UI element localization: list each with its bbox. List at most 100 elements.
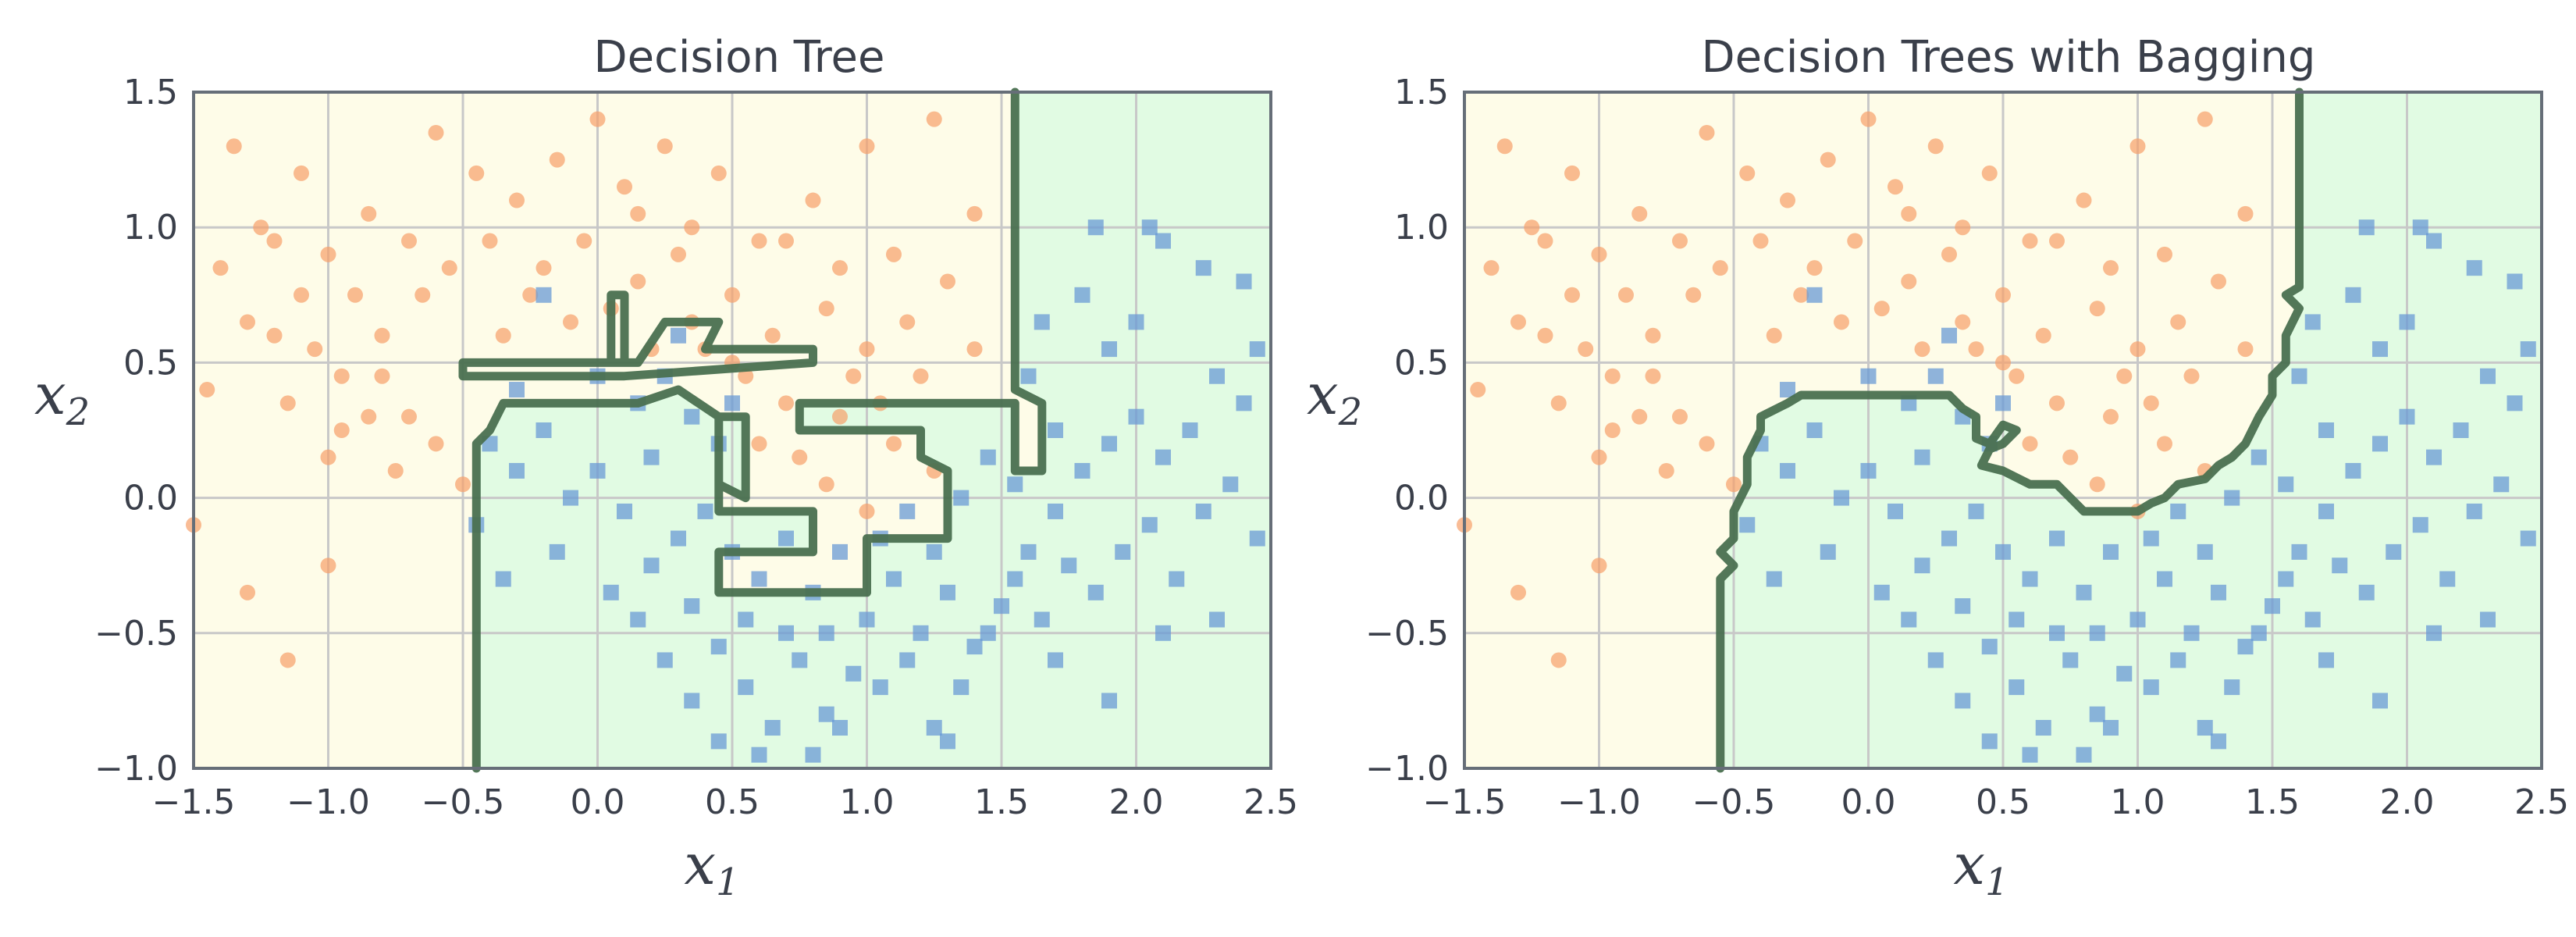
class0-point: [2211, 273, 2226, 290]
class1-point: [953, 679, 970, 696]
class0-point: [1591, 246, 1607, 262]
class1-point: [2426, 625, 2442, 641]
class0-point: [482, 233, 498, 249]
class0-point: [1618, 287, 1634, 303]
class0-point: [1834, 314, 1849, 330]
class0-point: [468, 165, 485, 181]
class1-point: [1927, 652, 1944, 668]
class1-point: [1860, 368, 1877, 384]
class1-point: [2399, 314, 2415, 330]
class0-point: [1564, 287, 1580, 303]
class0-point: [1685, 287, 1702, 303]
class1-point: [2089, 625, 2105, 641]
class0-point: [1537, 327, 1553, 344]
class1-point: [2076, 584, 2092, 600]
class0-point: [1995, 354, 2011, 371]
class1-point: [1128, 408, 1144, 425]
boundary-line: [458, 290, 817, 381]
y-tick-label: 0.5: [1394, 343, 1449, 383]
class0-point: [1901, 273, 1917, 290]
class0-point: [320, 558, 336, 574]
class0-point: [1672, 233, 1688, 249]
class0-point: [1860, 111, 1877, 127]
class1-point: [2372, 436, 2388, 452]
class1-point: [2412, 219, 2428, 236]
class1-point: [1195, 503, 1212, 519]
class0-point: [576, 233, 592, 249]
class1-point: [2466, 260, 2482, 276]
class1-point: [1141, 517, 1158, 533]
class0-point: [495, 327, 511, 344]
class0-point: [1927, 138, 1944, 155]
class0-point: [1645, 368, 1661, 384]
class1-point: [2211, 584, 2226, 600]
class1-point: [2265, 598, 2280, 615]
x-tick-label: 0.0: [571, 782, 625, 822]
class1-point: [805, 746, 821, 763]
x-tick-label: −1.5: [152, 782, 236, 822]
class1-point: [1873, 584, 1890, 600]
class1-point: [535, 287, 552, 303]
class1-point: [926, 543, 942, 560]
class0-point: [2183, 368, 2200, 384]
class1-point: [2022, 571, 2038, 587]
class0-point: [617, 179, 632, 195]
x-tick-label: 0.0: [1841, 782, 1896, 822]
class0-point: [1564, 165, 1580, 181]
y-tick-label: −0.5: [1365, 614, 1449, 654]
class1-point: [738, 679, 754, 696]
class1-point: [1955, 693, 1971, 709]
class1-point: [2183, 625, 2200, 641]
class1-point: [1806, 287, 1823, 303]
class1-point: [671, 327, 686, 344]
class1-point: [589, 462, 606, 479]
class1-point: [2345, 287, 2361, 303]
class1-point: [2076, 746, 2092, 763]
class0-point: [1550, 652, 1567, 668]
x-tick-label: −0.5: [1692, 782, 1776, 822]
y-axis-label: x2: [34, 362, 90, 434]
class1-point: [2520, 530, 2536, 547]
class1-point: [953, 490, 970, 506]
class1-point: [994, 598, 1009, 615]
class0-point: [1968, 341, 1984, 358]
x-tick-label: 2.0: [1109, 782, 1164, 822]
class0-point: [401, 233, 417, 249]
class1-point: [1074, 287, 1091, 303]
class0-point: [240, 584, 255, 600]
class1-point: [2520, 341, 2536, 358]
class1-point: [1020, 368, 1037, 384]
boundary-line: [1716, 87, 2304, 773]
class1-point: [1087, 584, 1104, 600]
class1-point: [1115, 543, 1131, 560]
class0-point: [859, 341, 875, 358]
y-tick-label: 1.0: [1394, 208, 1449, 248]
class0-point: [805, 192, 821, 208]
class1-point: [1995, 543, 2011, 560]
class0-point: [2129, 138, 2146, 155]
class0-point: [764, 327, 781, 344]
class0-point: [630, 273, 646, 290]
class1-point: [2157, 571, 2172, 587]
class0-point: [2022, 233, 2038, 249]
class0-point: [832, 260, 848, 276]
y-tick-label: 1.5: [1394, 73, 1449, 112]
class0-point: [1658, 462, 1674, 479]
class1-point: [1034, 611, 1050, 628]
class0-point: [333, 422, 350, 438]
class1-point: [1195, 260, 1212, 276]
class1-point: [710, 639, 727, 655]
class1-point: [2439, 571, 2456, 587]
class1-point: [1780, 462, 1795, 479]
class1-point: [926, 720, 942, 736]
class1-point: [1941, 530, 1957, 547]
class0-point: [1604, 368, 1621, 384]
class1-point: [980, 449, 996, 465]
class1-point: [940, 584, 955, 600]
class0-point: [294, 287, 309, 303]
class0-point: [1712, 260, 1728, 276]
class0-point: [1914, 341, 1930, 358]
class1-point: [2008, 611, 2025, 628]
class0-point: [2062, 449, 2079, 465]
class1-point: [1209, 611, 1225, 628]
